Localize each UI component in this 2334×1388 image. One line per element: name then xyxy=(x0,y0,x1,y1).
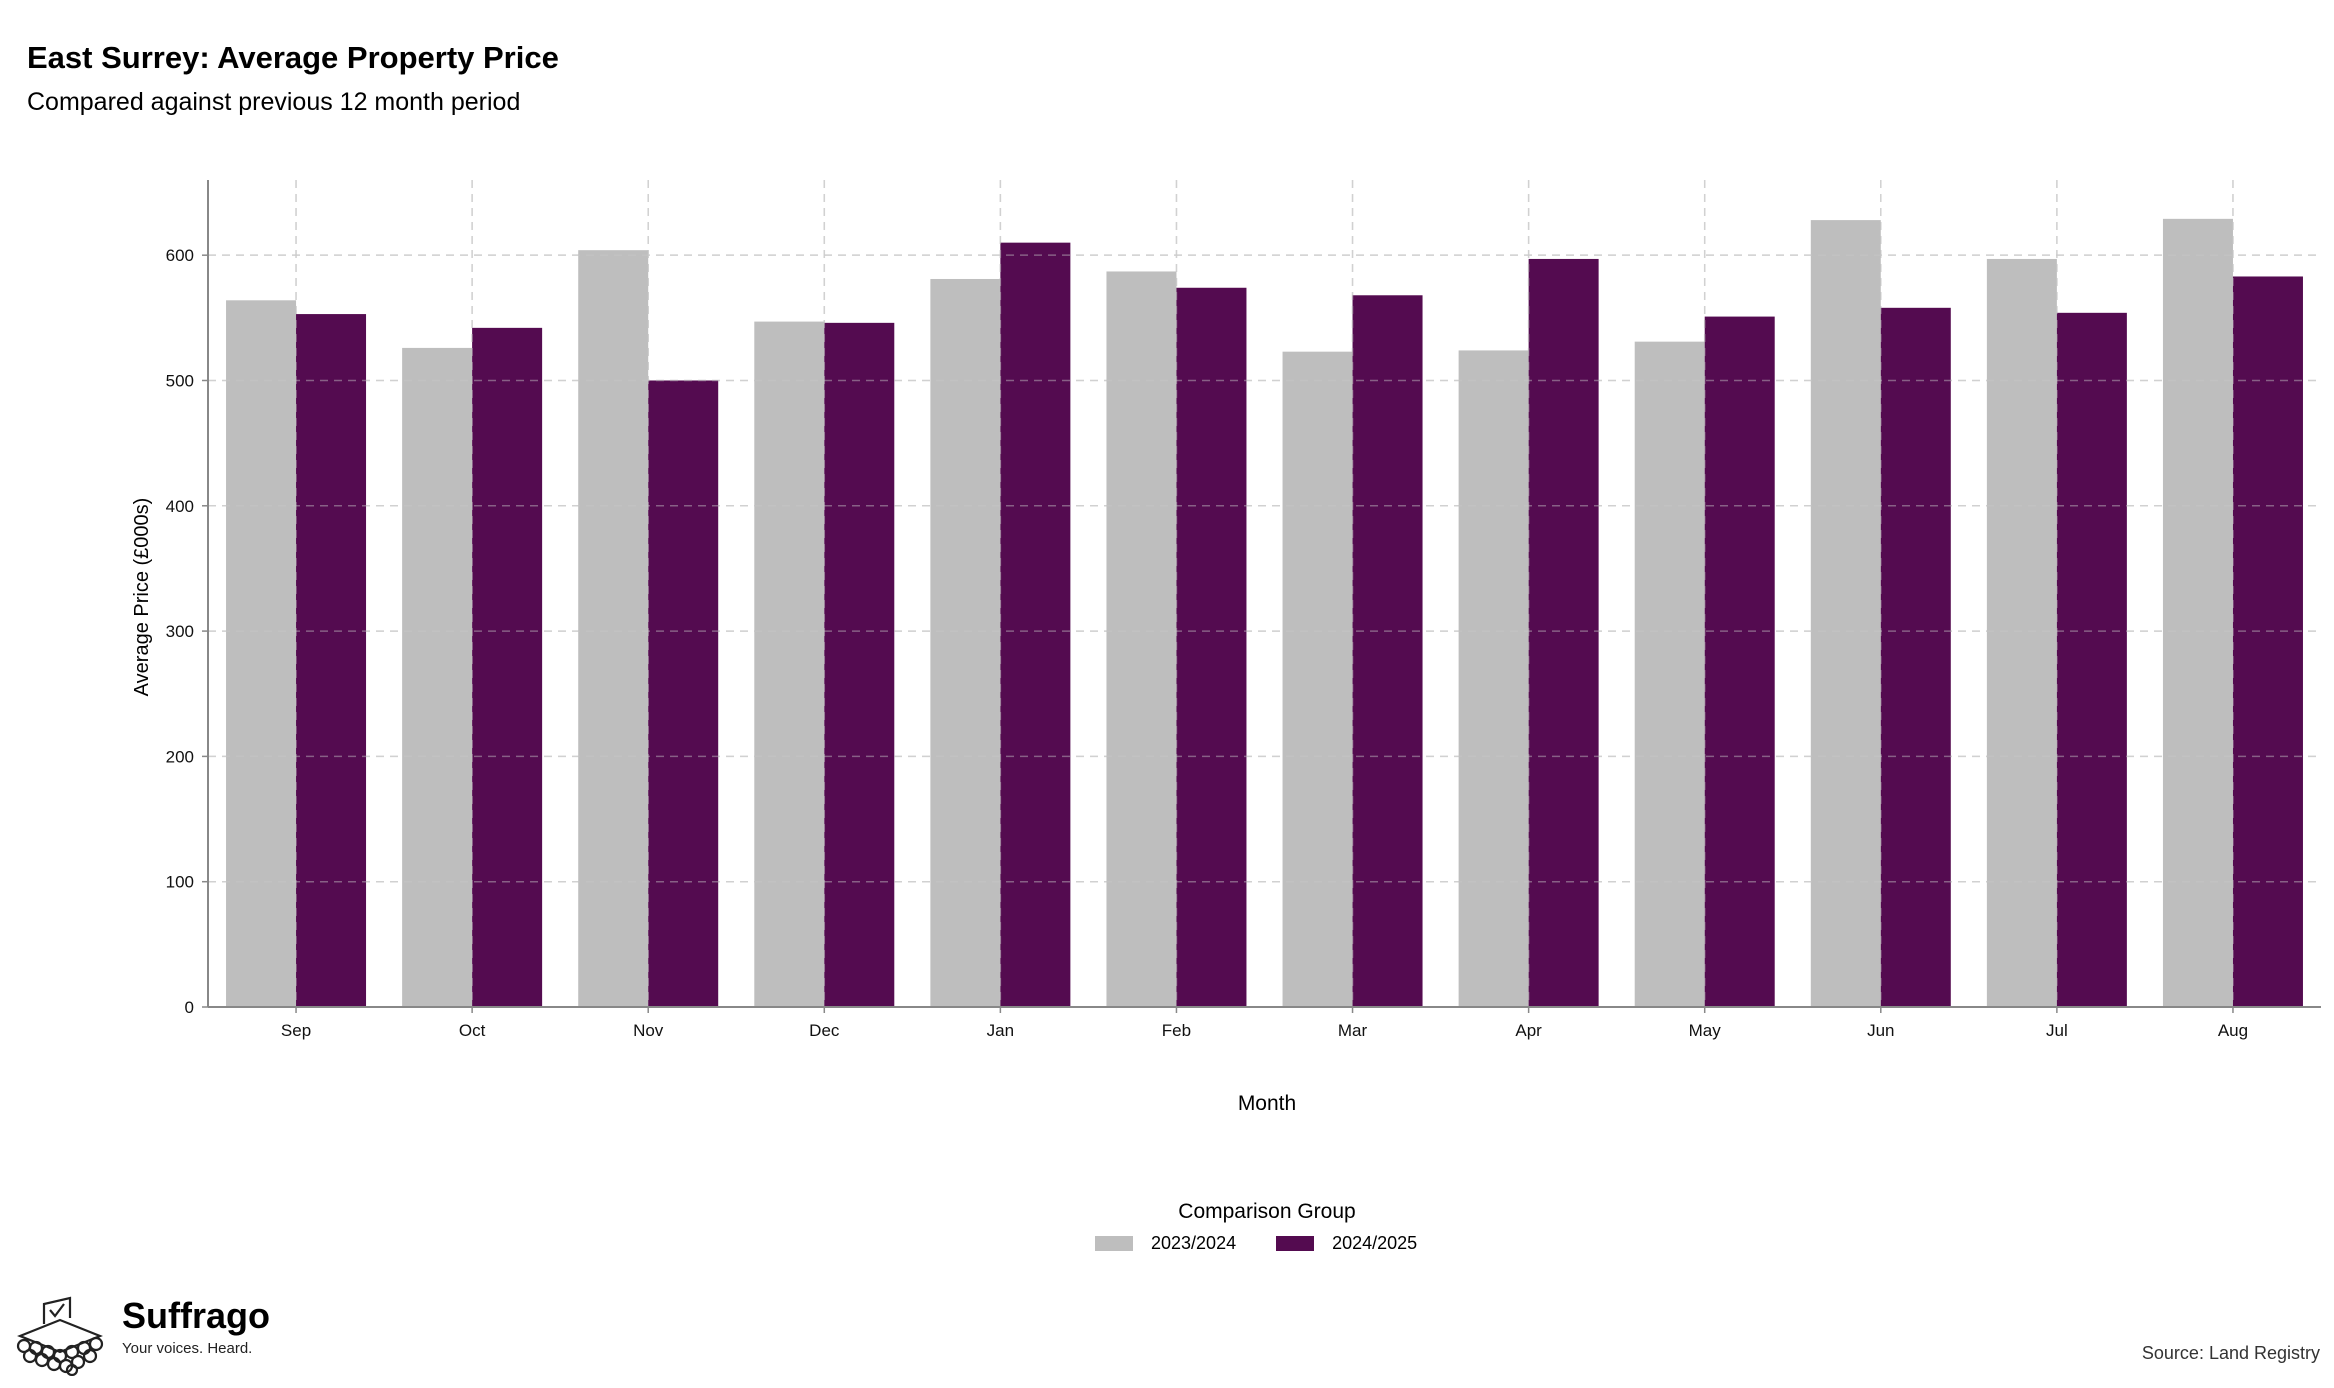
y-tick-label: 500 xyxy=(166,371,194,390)
bar-2024-2025-jan xyxy=(1000,242,1071,1008)
brand-name: Suffrago xyxy=(122,1295,270,1336)
bar-2023-2024-mar xyxy=(1282,351,1353,1007)
bar-2023-2024-may xyxy=(1634,341,1705,1008)
legend-item-2024-2025: 2024/2025 xyxy=(1276,1233,1417,1254)
legend-title: Comparison Group xyxy=(1178,1200,1356,1223)
x-tick-label: Nov xyxy=(633,1021,664,1040)
legend-label: 2024/2025 xyxy=(1332,1233,1418,1253)
bar-2023-2024-feb xyxy=(1106,271,1177,1008)
legend-label: 2023/2024 xyxy=(1151,1233,1237,1253)
bar-2024-2025-dec xyxy=(824,322,895,1007)
y-tick-label: 300 xyxy=(166,622,194,641)
bars xyxy=(208,180,2321,1008)
bar-2024-2025-nov xyxy=(648,380,719,1007)
ballot-box-icon xyxy=(16,1296,104,1376)
axes: 0 100 200 300 400 500 600 Sep Oct Nov Dec Jan Feb Mar… xyxy=(166,180,2321,1040)
x-tick-label: May xyxy=(1689,1021,1722,1040)
legend: 2023/2024 2024/2025 xyxy=(1095,1233,1457,1254)
bar-2024-2025-may xyxy=(1704,316,1775,1007)
y-tick-label: 400 xyxy=(166,497,194,516)
y-tick-label: 100 xyxy=(166,873,194,892)
brand-logo: Suffrago Your voices. Heard. xyxy=(14,1296,270,1376)
y-tick-label: 0 xyxy=(185,998,194,1017)
bar-2024-2025-feb xyxy=(1176,287,1247,1007)
y-tick-label: 600 xyxy=(166,246,194,265)
legend-item-2023-2024: 2023/2024 xyxy=(1095,1233,1236,1254)
bar-2023-2024-apr xyxy=(1458,350,1529,1007)
x-tick-label: Jun xyxy=(1867,1021,1894,1040)
bar-2024-2025-oct xyxy=(472,327,543,1008)
bar-2024-2025-mar xyxy=(1352,295,1423,1007)
x-tick-label: Sep xyxy=(281,1021,311,1040)
bar-2024-2025-jul xyxy=(2056,312,2127,1008)
y-axis-label: Average Price (£000s) xyxy=(131,498,153,697)
chart-title: East Surrey: Average Property Price xyxy=(27,40,559,75)
x-tick-label: Jan xyxy=(987,1021,1014,1040)
bar-2023-2024-jul xyxy=(1986,258,2057,1007)
bar-2023-2024-aug xyxy=(2162,218,2233,1007)
bar-2024-2025-apr xyxy=(1528,258,1599,1007)
legend-swatch xyxy=(1276,1236,1315,1251)
bar-2024-2025-aug xyxy=(2232,276,2303,1007)
x-tick-label: Mar xyxy=(1338,1021,1368,1040)
bar-2024-2025-jun xyxy=(1880,307,1951,1007)
bar-2023-2024-jan xyxy=(930,278,1001,1007)
x-tick-label: Jul xyxy=(2046,1021,2068,1040)
legend-swatch xyxy=(1095,1236,1133,1251)
x-axis-label: Month xyxy=(1238,1092,1296,1115)
y-tick-label: 200 xyxy=(166,747,194,766)
x-tick-label: Dec xyxy=(809,1021,840,1040)
x-tick-label: Aug xyxy=(2218,1021,2248,1040)
brand-tagline: Your voices. Heard. xyxy=(122,1340,253,1357)
bar-2023-2024-oct xyxy=(402,347,473,1007)
bar-2023-2024-jun xyxy=(1810,220,1881,1007)
x-tick-label: Oct xyxy=(459,1021,486,1040)
bar-chart: 0 100 200 300 400 500 600 Sep Oct Nov Dec Jan Feb Mar… xyxy=(131,180,2321,1115)
bar-2023-2024-nov xyxy=(578,250,649,1008)
source-note: Source: Land Registry xyxy=(2141,1343,2320,1363)
bar-2023-2024-dec xyxy=(754,321,825,1008)
bar-2023-2024-sep xyxy=(226,300,297,1008)
chart-subtitle: Compared against previous 12 month perio… xyxy=(27,88,521,116)
bar-2024-2025-sep xyxy=(296,314,367,1008)
x-tick-label: Feb xyxy=(1162,1021,1191,1040)
x-tick-label: Apr xyxy=(1515,1021,1542,1040)
